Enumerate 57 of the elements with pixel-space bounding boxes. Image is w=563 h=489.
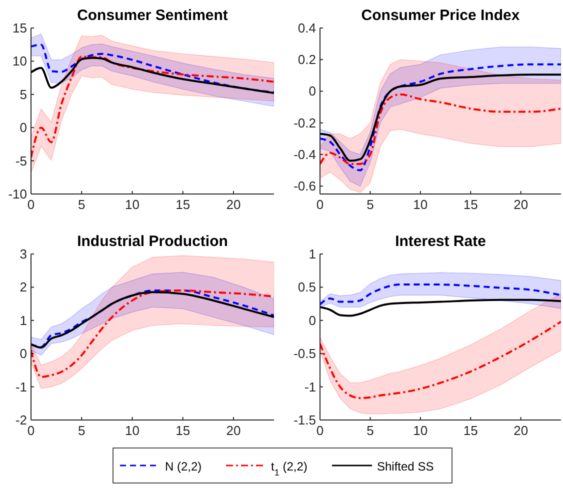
y-tick-label: -0.2: [294, 115, 316, 130]
y-tick-label: 0.5: [298, 280, 316, 295]
line-series: [31, 44, 274, 94]
x-tick-label: 10: [413, 197, 428, 212]
x-tick-label: 10: [125, 197, 140, 212]
x-tick-label: 10: [125, 423, 140, 438]
y-tick-label: 1: [20, 312, 27, 328]
chart-title: Interest Rate: [395, 233, 486, 250]
x-tick-label: 15: [463, 423, 478, 438]
line-series: [320, 63, 561, 172]
line-series: [320, 298, 561, 317]
line-series: [31, 290, 274, 378]
y-tick-label: -1: [15, 379, 27, 394]
x-tick-label: 5: [78, 423, 86, 438]
line-series: [31, 56, 274, 94]
y-tick-label: 3: [20, 246, 27, 262]
line-series: [320, 284, 561, 306]
x-tick-label: 10: [413, 423, 428, 438]
y-tick-label: 0: [308, 312, 316, 328]
y-tick-label: -2: [15, 412, 27, 428]
y-tick-label: 0.2: [298, 52, 316, 68]
line-series: [31, 56, 274, 158]
y-tick-label: 0: [20, 346, 27, 362]
y-tick-label: -10: [8, 186, 27, 202]
y-tick-label: -1: [304, 379, 316, 394]
y-tick-label: -0.5: [294, 346, 316, 362]
y-tick-label: -1.5: [294, 412, 316, 428]
line-series: [320, 320, 561, 400]
y-tick-label: -0.4: [294, 146, 316, 162]
chart-title: Consumer Sentiment: [77, 7, 228, 24]
x-tick-label: 20: [226, 423, 241, 438]
legend-label: t$_{1}$ (2,2): [271, 460, 308, 478]
x-tick-label: 15: [463, 197, 478, 212]
x-tick-label: 5: [366, 197, 374, 212]
line-series: [320, 93, 561, 165]
y-tick-label: 1: [308, 246, 316, 262]
x-tick-label: 15: [176, 423, 190, 438]
chart-title: Consumer Price Index: [361, 7, 520, 24]
y-tick-label: 2: [20, 280, 27, 295]
y-tick-label: -0.6: [294, 178, 316, 194]
y-tick-label: 5: [20, 86, 27, 102]
y-tick-label: 0: [20, 120, 27, 136]
legend-label: Shifted SS: [377, 460, 434, 474]
y-tick-label: 10: [12, 54, 27, 69]
y-tick-label: -5: [15, 153, 27, 168]
x-tick-label: 15: [176, 197, 190, 212]
x-tick-label: 20: [226, 197, 241, 212]
chart-title: Industrial Production: [77, 233, 228, 250]
x-tick-label: 20: [514, 423, 528, 438]
x-tick-label: 20: [514, 197, 528, 212]
line-series: [320, 74, 561, 162]
x-tick-label: 5: [78, 197, 86, 212]
legend-label: N (2,2): [165, 460, 202, 474]
x-tick-label: 5: [366, 423, 374, 438]
y-tick-label: 0.4: [298, 20, 316, 36]
y-tick-label: 15: [12, 20, 27, 36]
y-tick-label: 0: [308, 84, 316, 99]
